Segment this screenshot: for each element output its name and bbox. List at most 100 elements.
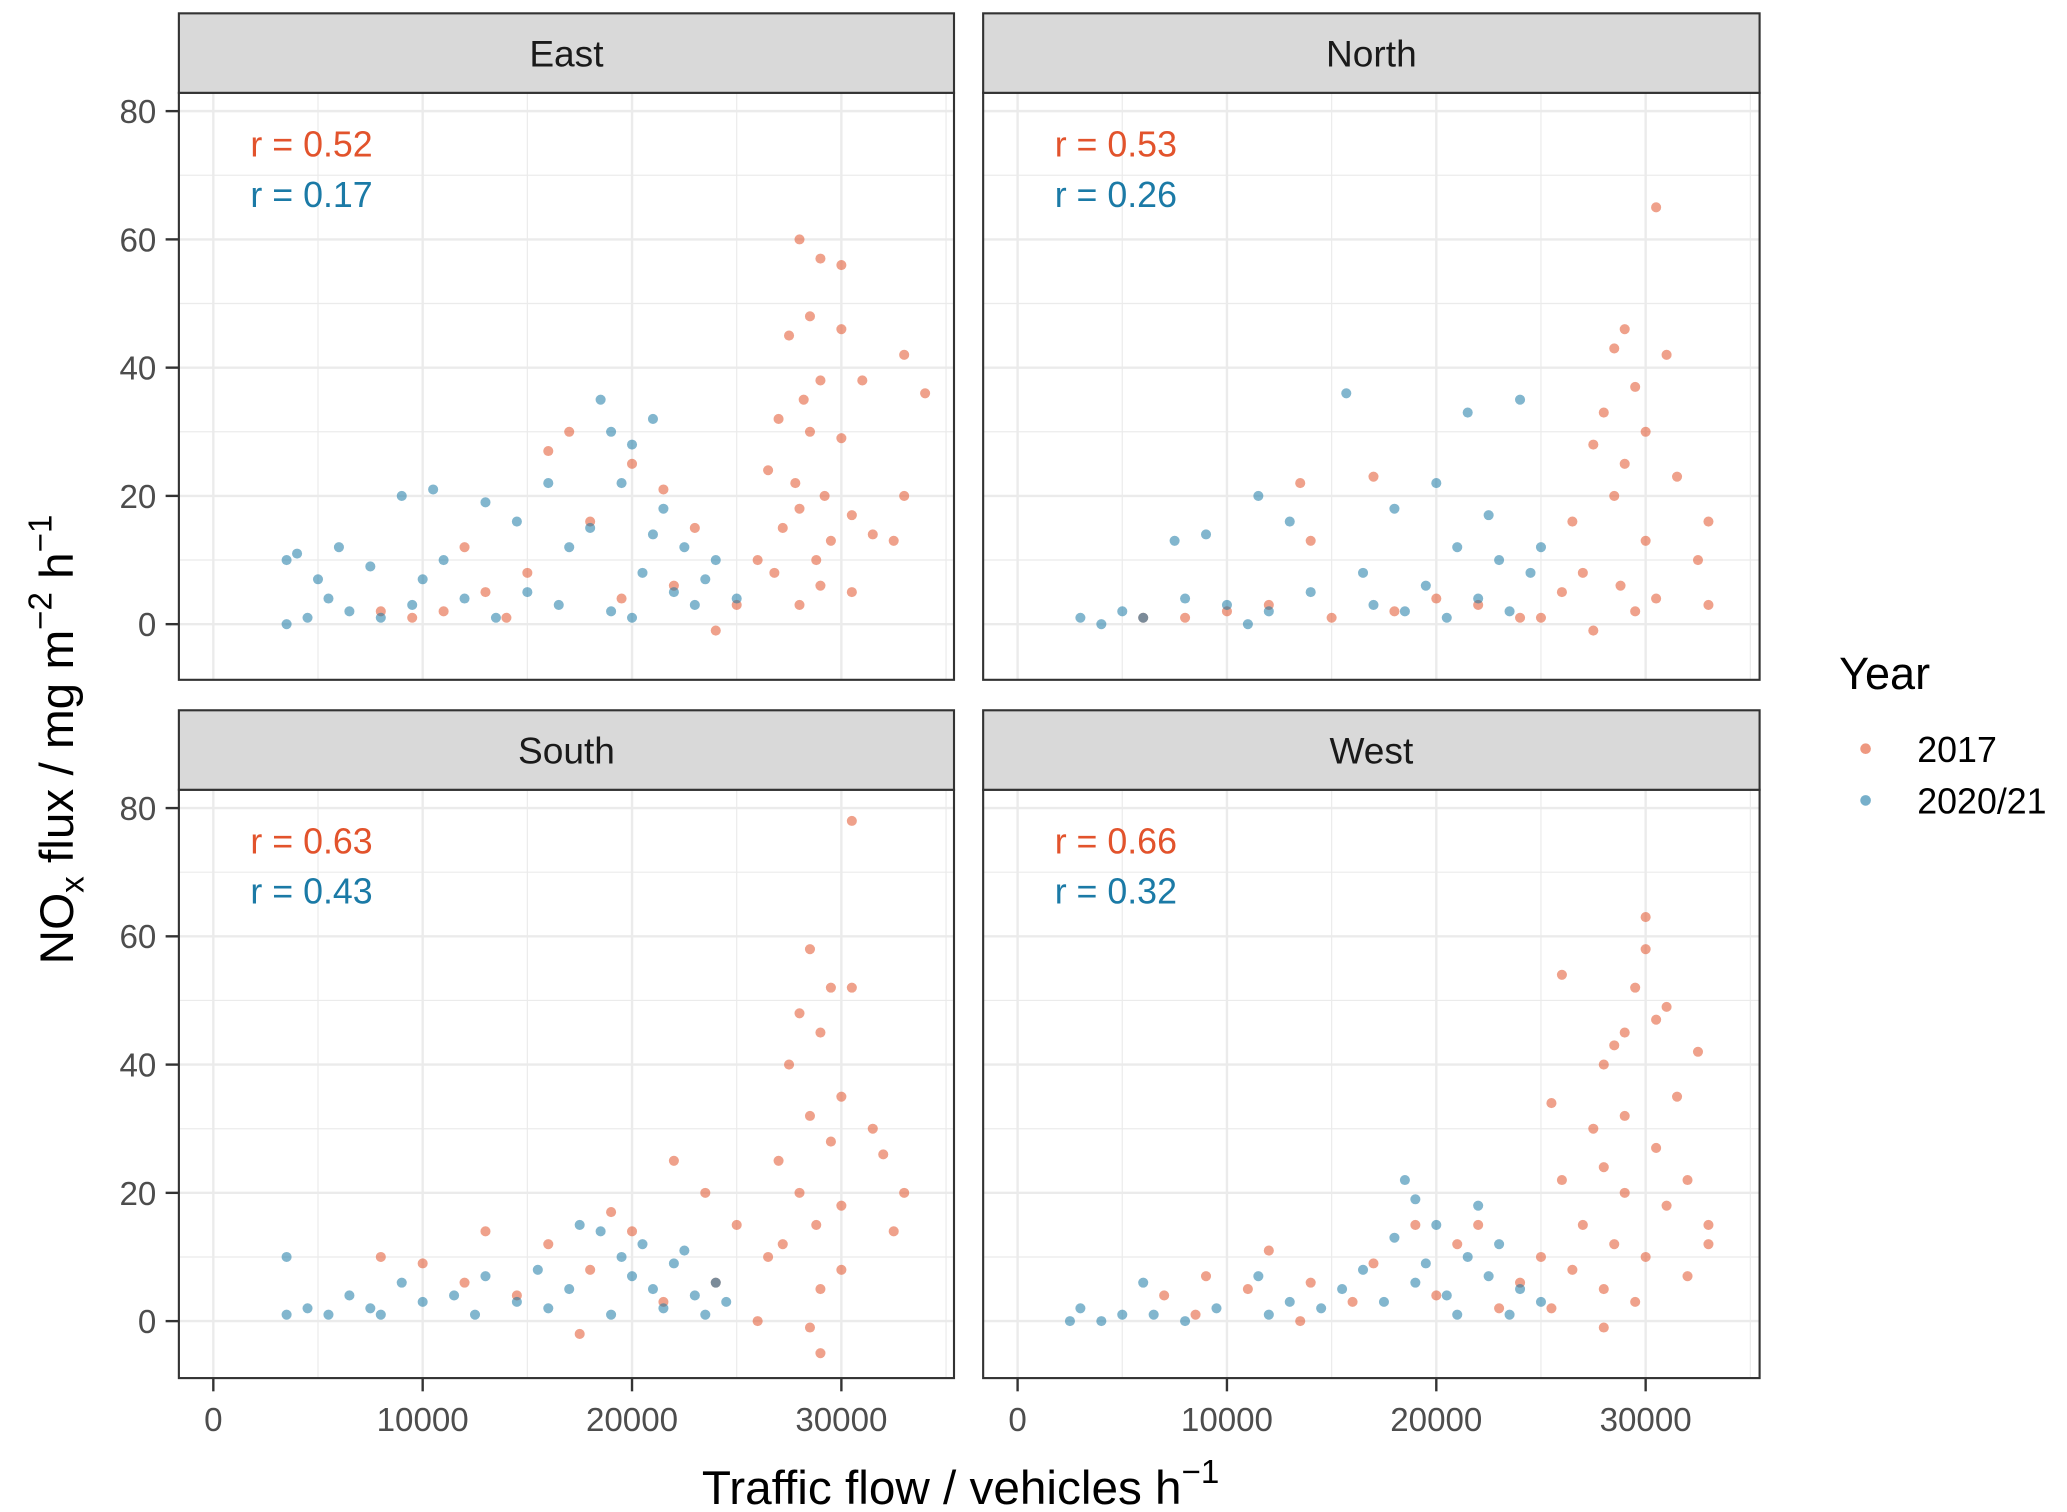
data-point xyxy=(564,1284,575,1295)
data-point xyxy=(1651,1014,1662,1025)
data-point xyxy=(1556,1174,1567,1186)
data-point xyxy=(1284,1296,1295,1307)
data-point xyxy=(1431,593,1442,604)
data-point xyxy=(1341,388,1352,399)
data-point xyxy=(763,1251,774,1263)
data-point xyxy=(867,529,878,540)
data-point xyxy=(1389,606,1400,617)
x-axis-title-sup: −1 xyxy=(1182,1454,1220,1491)
data-point xyxy=(1180,593,1191,604)
y-tick-label: 0 xyxy=(138,1304,156,1341)
data-point xyxy=(1368,1258,1379,1269)
data-point xyxy=(543,1303,554,1314)
legend-label-2017: 2017 xyxy=(1917,730,1997,770)
data-point xyxy=(668,1155,679,1166)
data-point xyxy=(794,1187,805,1198)
y-tick-label: 80 xyxy=(120,791,157,828)
data-point xyxy=(815,1348,826,1359)
data-point xyxy=(1295,1316,1306,1327)
x-axis-title-main: Traffic flow / vehicles h xyxy=(702,1462,1182,1512)
panel-south: r = 0.63 r = 0.43 South 0 20 40 60 80 0 10000 2000… xyxy=(120,709,956,1439)
data-point xyxy=(1515,394,1526,405)
data-point xyxy=(417,1296,428,1307)
data-point xyxy=(459,1277,470,1288)
data-point xyxy=(1567,516,1578,527)
data-point xyxy=(1357,567,1369,578)
data-point xyxy=(1651,593,1662,604)
data-point xyxy=(323,1309,334,1320)
data-point xyxy=(1682,1174,1693,1186)
data-point xyxy=(819,490,830,501)
data-point xyxy=(1692,1046,1704,1057)
data-point xyxy=(846,510,857,521)
data-point xyxy=(1588,625,1599,636)
x-tick-label: 0 xyxy=(204,1402,222,1439)
data-point xyxy=(1452,1239,1463,1250)
series-2020-21 xyxy=(281,394,742,630)
data-point xyxy=(1253,1271,1264,1282)
data-point xyxy=(878,1149,889,1160)
y-tick-label: 60 xyxy=(120,919,157,956)
data-point xyxy=(281,1251,292,1263)
data-point xyxy=(1169,535,1180,546)
data-point xyxy=(490,612,501,623)
y-tick-label: 40 xyxy=(120,351,157,388)
data-point xyxy=(375,1309,386,1320)
data-point xyxy=(480,1271,491,1282)
panel-background xyxy=(178,92,954,680)
data-point xyxy=(1609,1040,1620,1051)
data-point xyxy=(1096,619,1107,630)
data-point xyxy=(1483,510,1494,521)
correlation-label: r = 0.52 xyxy=(250,124,372,164)
data-point xyxy=(1064,1316,1075,1327)
x-tick-label: 30000 xyxy=(1600,1402,1692,1439)
data-point xyxy=(1441,1290,1452,1301)
strip-label: North xyxy=(1326,32,1417,74)
data-point xyxy=(511,516,522,527)
data-point xyxy=(1263,1245,1274,1256)
data-point xyxy=(846,587,857,598)
data-point xyxy=(1368,599,1379,610)
data-point xyxy=(626,612,638,623)
data-point xyxy=(1515,612,1526,623)
data-point xyxy=(1284,516,1295,527)
data-point xyxy=(1431,1290,1442,1301)
data-point xyxy=(606,426,617,437)
data-point xyxy=(1619,1027,1630,1038)
data-point xyxy=(553,599,564,610)
data-point xyxy=(522,587,533,598)
data-point xyxy=(1462,407,1473,418)
series-2017 xyxy=(1159,912,1714,1333)
x-tick-label: 0 xyxy=(1008,1402,1026,1439)
data-point xyxy=(1399,606,1410,617)
data-point xyxy=(1431,1219,1442,1230)
data-point xyxy=(480,497,491,508)
data-point xyxy=(428,484,439,495)
data-point xyxy=(815,375,826,386)
data-point xyxy=(1305,587,1316,598)
data-point xyxy=(804,1110,816,1121)
data-point xyxy=(1577,1219,1588,1230)
data-point xyxy=(679,542,690,553)
data-point xyxy=(794,503,805,514)
data-point xyxy=(846,815,857,826)
data-point xyxy=(292,548,303,559)
data-point xyxy=(626,458,638,469)
data-point xyxy=(1535,612,1547,623)
data-point xyxy=(794,1008,805,1019)
data-point xyxy=(811,1219,822,1230)
data-point xyxy=(1515,1284,1526,1295)
data-point xyxy=(700,574,711,585)
data-point xyxy=(585,522,596,534)
data-point xyxy=(1357,1264,1369,1275)
y-tick-label: 20 xyxy=(120,479,157,516)
data-point xyxy=(700,1187,711,1198)
data-point xyxy=(658,484,669,495)
data-point xyxy=(1473,1200,1484,1211)
series-2017 xyxy=(1138,202,1714,636)
data-point xyxy=(710,625,721,636)
data-point xyxy=(543,1239,554,1250)
data-point xyxy=(323,593,334,604)
data-point xyxy=(1305,535,1316,546)
